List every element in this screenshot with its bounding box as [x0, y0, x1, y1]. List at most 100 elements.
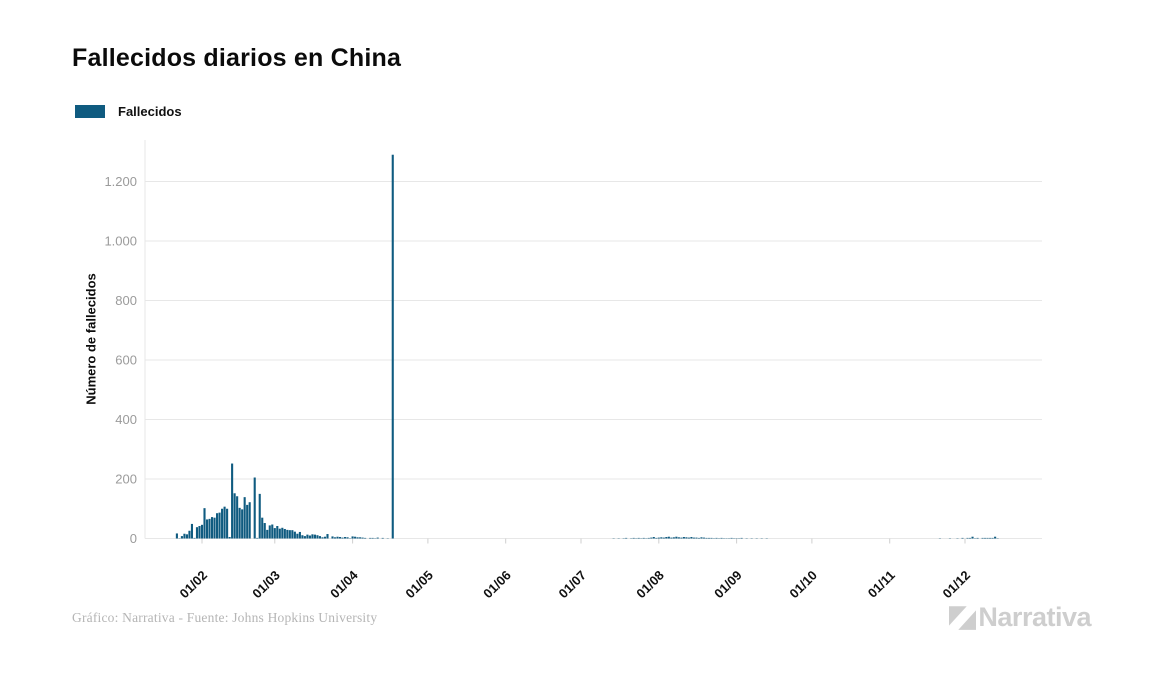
- bar: [248, 502, 251, 539]
- bar: [677, 537, 680, 539]
- bar: [961, 537, 964, 539]
- bar: [740, 537, 743, 539]
- bar: [994, 536, 997, 539]
- bar: [243, 497, 246, 539]
- x-axis-tick-label: 01/06: [480, 568, 514, 602]
- bar: [976, 537, 979, 539]
- bar: [675, 536, 678, 539]
- bar: [391, 154, 394, 539]
- bar: [707, 537, 711, 539]
- y-axis-tick-label: 400: [115, 412, 137, 427]
- bar: [291, 530, 294, 539]
- bar: [336, 536, 339, 539]
- bar: [637, 537, 640, 539]
- bar: [261, 517, 264, 539]
- bar: [730, 537, 733, 539]
- bar: [984, 537, 987, 539]
- y-axis-tick-label: 800: [115, 293, 137, 308]
- bar: [180, 536, 183, 539]
- bar: [203, 508, 206, 539]
- bar: [341, 537, 344, 539]
- bar: [218, 512, 221, 539]
- bar: [316, 535, 319, 539]
- bar: [210, 517, 214, 539]
- bar: [690, 537, 693, 539]
- bar: [331, 536, 334, 539]
- bar: [670, 537, 673, 539]
- bar: [632, 537, 635, 539]
- bar: [188, 530, 191, 539]
- bar: [175, 533, 178, 539]
- bar: [695, 537, 698, 539]
- bar: [306, 534, 309, 539]
- bar: [672, 537, 675, 539]
- bar: [346, 537, 349, 539]
- bar: [371, 537, 374, 539]
- bar: [303, 536, 306, 539]
- bar: [685, 537, 688, 539]
- bar: [281, 527, 284, 539]
- bar: [660, 537, 663, 539]
- narrativa-logo: Narrativa: [949, 602, 1091, 633]
- bar: [989, 537, 992, 539]
- bar: [665, 537, 668, 539]
- bar: [283, 528, 286, 539]
- x-axis-tick-label: 01/07: [555, 568, 589, 602]
- bar: [359, 537, 362, 539]
- y-axis-tick-label: 1.200: [104, 174, 137, 189]
- bar: [293, 531, 296, 539]
- legend-item[interactable]: Fallecidos: [75, 104, 182, 119]
- bar: [697, 537, 701, 539]
- bar: [238, 507, 241, 539]
- bar: [263, 523, 266, 539]
- x-axis-tick-label: 01/09: [711, 568, 745, 602]
- bar: [652, 537, 655, 539]
- bar: [321, 537, 324, 539]
- bar: [313, 534, 316, 539]
- bar: [258, 493, 261, 539]
- bar: [682, 537, 685, 539]
- bar: [246, 504, 249, 539]
- y-axis-tick-label: 0: [130, 531, 137, 546]
- bar: [241, 509, 244, 539]
- bar: [185, 534, 188, 539]
- bar: [687, 537, 690, 539]
- bar: [700, 537, 703, 539]
- bar: [273, 528, 276, 539]
- bar: [369, 537, 372, 539]
- bar: [326, 534, 329, 539]
- x-axis-tick-label: 01/02: [177, 568, 211, 602]
- bar: [208, 518, 211, 539]
- x-axis-tick-label: 01/12: [940, 568, 974, 602]
- bar: [221, 508, 224, 539]
- bar: [351, 536, 354, 539]
- bar: [213, 517, 216, 539]
- bar: [311, 534, 314, 539]
- x-axis-tick-label: 01/11: [865, 568, 898, 601]
- bar: [650, 537, 653, 539]
- bar: [198, 526, 201, 539]
- bar: [966, 537, 969, 539]
- bar: [642, 537, 645, 539]
- bar: [702, 537, 706, 539]
- bar: [692, 537, 695, 539]
- y-axis-tick-label: 200: [115, 472, 137, 487]
- bar: [205, 519, 209, 539]
- bar: [361, 537, 364, 539]
- bar: [971, 536, 974, 539]
- bar: [236, 496, 239, 539]
- bar: [298, 531, 301, 539]
- bar: [190, 523, 194, 539]
- bar: [268, 525, 271, 539]
- bar: [216, 513, 219, 539]
- bar: [278, 528, 281, 539]
- bar: [364, 537, 367, 539]
- bar: [193, 537, 196, 539]
- bar: [318, 536, 322, 539]
- bar: [968, 537, 972, 539]
- bar: [253, 477, 256, 539]
- bar: [231, 463, 234, 539]
- bar: [256, 537, 259, 539]
- bar: [333, 537, 337, 539]
